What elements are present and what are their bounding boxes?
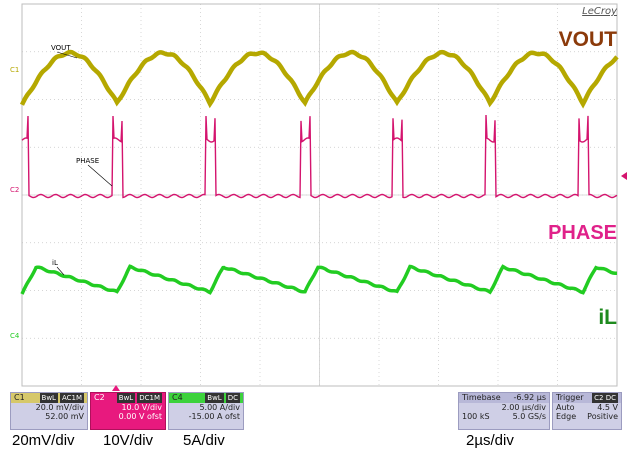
caption-c4-scale: 5A/div xyxy=(183,432,225,449)
c4-panel-name: C4 xyxy=(172,393,183,402)
timebase-samples: 100 kS xyxy=(462,412,490,421)
c1-vdiv: 20.0 mV/div xyxy=(35,403,84,412)
scope-display: C1 C2 C4 VOUT PHASE iL LeCroy xyxy=(10,3,627,387)
phase-trace xyxy=(21,114,618,199)
il-title: iL xyxy=(598,306,617,329)
c2-vdiv: 10.0 V/div xyxy=(121,403,162,412)
trigger-label: Trigger xyxy=(556,393,584,402)
trigger-level: 4.5 V xyxy=(597,403,618,412)
c2-offset: 0.00 V ofst xyxy=(118,412,162,421)
c1-panel-name: C1 xyxy=(14,393,25,402)
channel-c2-panel[interactable]: C2 BwL DC1M 10.0 V/div 0.00 V ofst xyxy=(90,392,166,430)
c2-selected-caret xyxy=(112,385,120,391)
caption-timebase: 2µs/div xyxy=(466,432,514,449)
phase-trace-label: PHASE xyxy=(76,157,99,165)
c4-vdiv: 5.00 A/div xyxy=(199,403,240,412)
channel-c4-panel[interactable]: C4 BwL DC 5.00 A/div -15.00 A ofst xyxy=(168,392,244,430)
c1-coupling-chip: AC1M xyxy=(59,393,84,403)
c1-marker: C1 xyxy=(10,66,19,74)
timebase-rate: 5.0 GS/s xyxy=(512,412,546,421)
c4-marker: C4 xyxy=(10,332,20,340)
trigger-level-marker xyxy=(621,172,627,180)
timebase-label: Timebase xyxy=(462,393,501,402)
trigger-source-chip: C2 DC xyxy=(592,393,618,403)
c4-coupling-chip: DC xyxy=(225,393,240,403)
c2-marker: C2 xyxy=(10,186,19,194)
phase-title: PHASE xyxy=(548,222,617,244)
c1-offset: 52.00 mV xyxy=(45,412,84,421)
trigger-type: Edge xyxy=(556,412,577,421)
c2-coupling-chip: DC1M xyxy=(137,393,162,403)
timebase-delay: -6.92 µs xyxy=(513,393,547,402)
c1-bwl-chip: BwL xyxy=(39,393,58,403)
vout-trace-label: VOUT xyxy=(51,44,71,52)
vout-title: VOUT xyxy=(558,28,617,51)
trigger-mode: Auto xyxy=(556,403,575,412)
timebase-tdiv: 2.00 µs/div xyxy=(501,403,546,412)
trigger-slope: Positive xyxy=(587,412,618,421)
c2-bwl-chip: BwL xyxy=(116,393,136,403)
trigger-panel[interactable]: Trigger C2 DC Auto 4.5 V Edge Positive xyxy=(552,392,622,430)
il-trace-label: iL xyxy=(52,259,58,267)
timebase-panel[interactable]: Timebase -6.92 µs 2.00 µs/div 100 kS 5.0 G… xyxy=(458,392,550,430)
c2-panel-name: C2 xyxy=(94,393,105,402)
channel-c1-panel[interactable]: C1 BwL AC1M 20.0 mV/div 52.00 mV xyxy=(10,392,88,430)
c4-offset: -15.00 A ofst xyxy=(188,412,240,421)
vout-trace xyxy=(19,49,619,109)
caption-c1-scale: 20mV/div xyxy=(12,432,75,449)
caption-c2-scale: 10V/div xyxy=(103,432,154,449)
brand-logo: LeCroy xyxy=(582,6,618,17)
c4-bwl-chip: BwL xyxy=(205,393,224,403)
il-trace xyxy=(20,264,617,295)
